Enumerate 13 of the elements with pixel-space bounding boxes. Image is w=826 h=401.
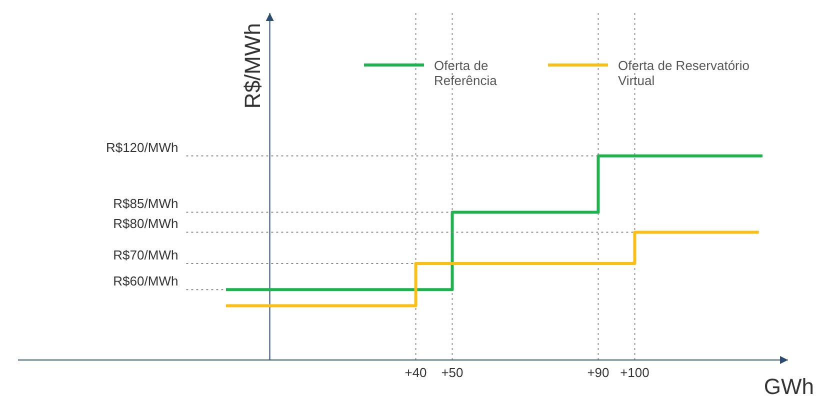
legend-label: Oferta de Referência [434,58,498,88]
legend-label: Oferta de Reservatório Virtual [618,58,751,88]
x-tick-label: +50 [441,365,464,380]
annotation: R$85/MWh [113,196,178,212]
annotation: R$120/MWh [106,140,178,155]
x-tick-label: +100 [620,365,650,380]
annotation: R$80/MWh [113,216,178,232]
x-tick-label: +40 [404,365,427,380]
x-tick-label: +90 [587,365,610,380]
annotation: R$60/MWh [113,274,178,289]
x-axis-title: GWh [764,374,814,399]
y-axis-title: R$/MWh [240,23,265,109]
annotation: R$70/MWh [113,247,178,262]
